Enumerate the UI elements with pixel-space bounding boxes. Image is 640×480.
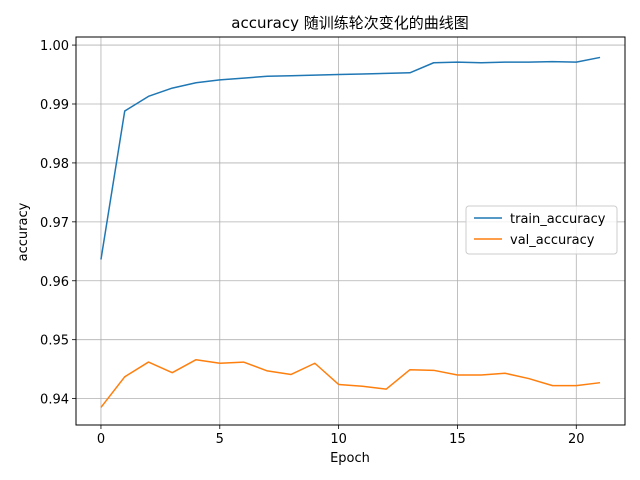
x-tick-label: 15 — [449, 432, 466, 447]
x-tick-label: 0 — [97, 432, 105, 447]
legend-label-val-accuracy: val_accuracy — [510, 233, 595, 248]
plot-frame — [75, 36, 626, 426]
x-axis-label: Epoch — [330, 451, 370, 466]
y-tick-label: 0.97 — [40, 216, 69, 231]
grid — [76, 37, 625, 425]
x-tick-label: 20 — [568, 432, 585, 447]
x-axis-ticks: 0 5 10 15 20 — [97, 425, 585, 447]
y-tick-label: 0.96 — [40, 275, 69, 290]
chart-title: accuracy 随训练轮次变化的曲线图 — [231, 14, 468, 32]
legend: train_accuracy val_accuracy — [465, 205, 618, 255]
series-lines — [100, 56, 601, 408]
legend-label-train-accuracy: train_accuracy — [510, 212, 606, 227]
x-tick-label: 5 — [216, 432, 224, 447]
y-tick-label: 0.95 — [40, 334, 69, 349]
x-tick-label: 10 — [330, 432, 347, 447]
legend-box — [465, 205, 618, 255]
y-tick-label: 1.00 — [40, 39, 69, 54]
y-axis-label: accuracy — [16, 202, 31, 261]
y-axis-ticks: 0.94 0.95 0.96 0.97 0.98 0.99 1.00 — [40, 39, 76, 408]
series-line-train-accuracy — [100, 56, 601, 260]
y-tick-label: 0.99 — [40, 98, 69, 113]
y-tick-label: 0.94 — [40, 393, 69, 408]
series-line-val-accuracy — [100, 358, 601, 408]
y-tick-label: 0.98 — [40, 157, 69, 172]
